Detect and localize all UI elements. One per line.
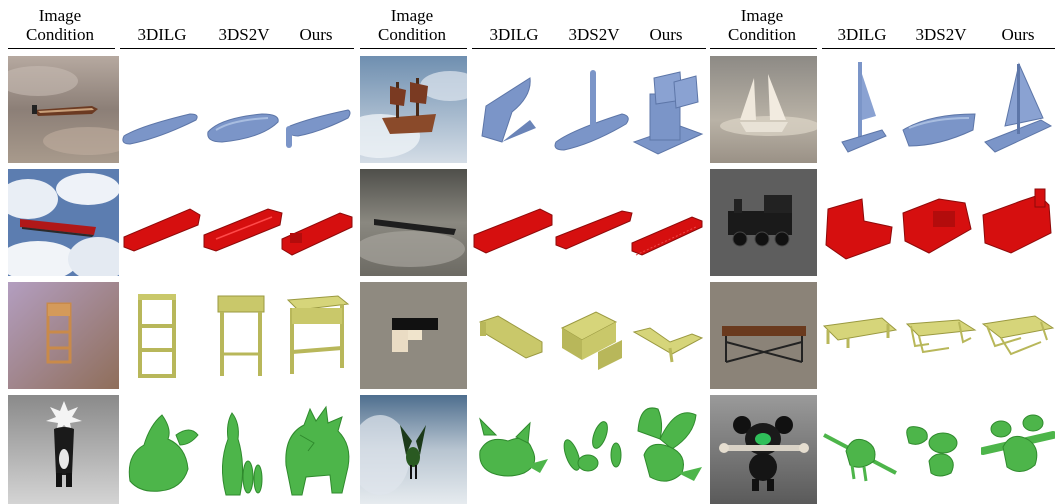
mesh-3dilg-desk xyxy=(472,282,556,389)
condition-image-train-1 xyxy=(8,169,119,276)
condition-image-boat-1 xyxy=(8,56,119,163)
mesh-3ds2v-train-2 xyxy=(552,169,636,276)
mesh-3ds2v-boat-2 xyxy=(552,56,636,163)
mesh-3ds2v-train-3 xyxy=(899,169,979,276)
mesh-3ds2v-train-1 xyxy=(202,169,286,276)
mesh-ours-boat-3 xyxy=(981,56,1055,163)
condition-image-train-2 xyxy=(360,169,467,276)
condition-image-train-3 xyxy=(710,169,817,276)
header-3dilg-2: 3DILG xyxy=(489,25,539,44)
mesh-3dilg-boat-1 xyxy=(120,56,204,163)
condition-image-creature-3 xyxy=(710,395,817,504)
mesh-3dilg-train-2 xyxy=(472,169,556,276)
mesh-ours-train-2 xyxy=(630,169,704,276)
comparison-grid xyxy=(0,56,1055,504)
header-rule-3 xyxy=(360,48,467,49)
mesh-3ds2v-desk xyxy=(552,282,636,389)
mesh-ours-creature-1 xyxy=(280,395,354,504)
mesh-ours-creature-3 xyxy=(981,395,1055,504)
condition-image-boat-3 xyxy=(710,56,817,163)
mesh-ours-bench xyxy=(981,282,1055,389)
mesh-3dilg-boat-2 xyxy=(472,56,556,163)
mesh-3ds2v-bench xyxy=(899,282,979,389)
mesh-ours-boat-1 xyxy=(280,56,354,163)
mesh-3ds2v-shelf xyxy=(202,282,286,389)
header-image-condition-1: Image Condition xyxy=(25,6,94,44)
header-rule-5 xyxy=(710,48,817,49)
condition-image-creature-2 xyxy=(360,395,467,504)
header-3ds2v-2: 3DS2V xyxy=(568,25,620,44)
mesh-ours-train-3 xyxy=(981,169,1055,276)
mesh-3dilg-creature-2 xyxy=(472,395,556,504)
mesh-3ds2v-boat-1 xyxy=(202,56,286,163)
mesh-ours-boat-2 xyxy=(630,56,704,163)
mesh-3dilg-train-3 xyxy=(822,169,902,276)
header-rule-2 xyxy=(120,48,354,49)
mesh-3dilg-train-1 xyxy=(120,169,204,276)
header-ours-2: Ours xyxy=(649,25,683,44)
mesh-3dilg-creature-3 xyxy=(822,395,902,504)
header-image-condition-3: Image Condition xyxy=(727,6,796,44)
header-ours-1: Ours xyxy=(299,25,333,44)
header-rule-4 xyxy=(472,48,706,49)
mesh-3ds2v-boat-3 xyxy=(899,56,979,163)
mesh-3ds2v-creature-1 xyxy=(202,395,286,504)
header-3dilg-3: 3DILG xyxy=(837,25,887,44)
mesh-3ds2v-creature-3 xyxy=(899,395,979,504)
header-3ds2v-1: 3DS2V xyxy=(218,25,270,44)
condition-image-creature-1 xyxy=(8,395,119,504)
header-rule-6 xyxy=(822,48,1055,49)
column-header-row: Image Condition 3DILG 3DS2V Ours Image Con… xyxy=(0,0,1055,55)
mesh-ours-shelf xyxy=(280,282,354,389)
mesh-3ds2v-creature-2 xyxy=(552,395,636,504)
header-ours-3: Ours xyxy=(1001,25,1035,44)
mesh-3dilg-bench xyxy=(822,282,902,389)
condition-image-desk xyxy=(360,282,467,389)
mesh-3dilg-creature-1 xyxy=(120,395,204,504)
mesh-ours-creature-2 xyxy=(630,395,704,504)
mesh-3dilg-boat-3 xyxy=(822,56,902,163)
mesh-3dilg-shelf xyxy=(120,282,204,389)
header-rule-1 xyxy=(8,48,115,49)
header-3dilg-1: 3DILG xyxy=(137,25,187,44)
mesh-ours-desk xyxy=(630,282,704,389)
condition-image-bench xyxy=(710,282,817,389)
header-3ds2v-3: 3DS2V xyxy=(915,25,967,44)
condition-image-shelf xyxy=(8,282,119,389)
mesh-ours-train-1 xyxy=(280,169,354,276)
header-image-condition-2: Image Condition xyxy=(377,6,446,44)
condition-image-boat-2 xyxy=(360,56,467,163)
